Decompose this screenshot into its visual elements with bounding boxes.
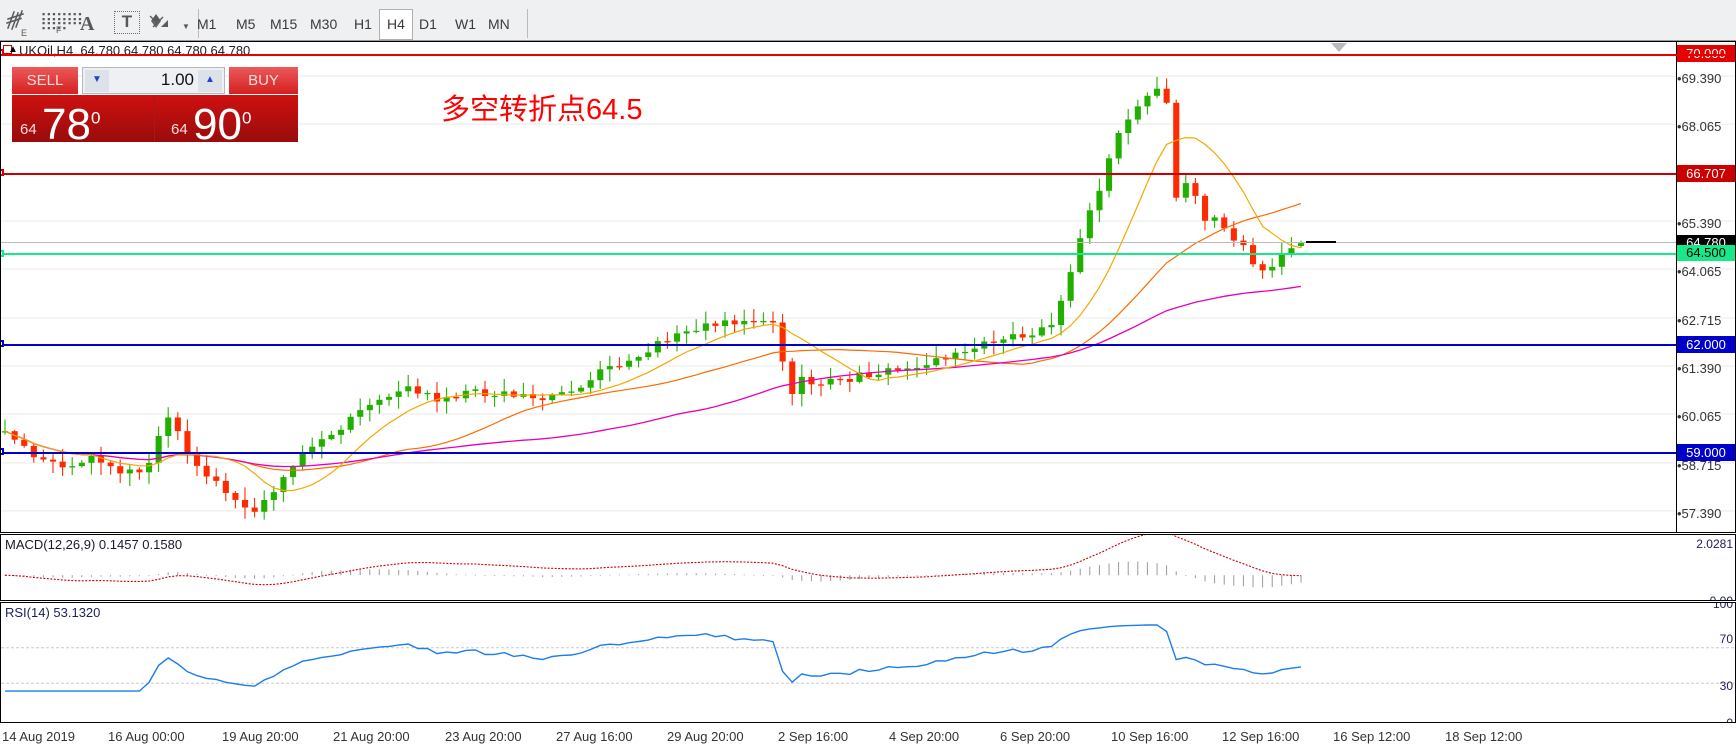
svg-text:E: E (21, 28, 27, 38)
